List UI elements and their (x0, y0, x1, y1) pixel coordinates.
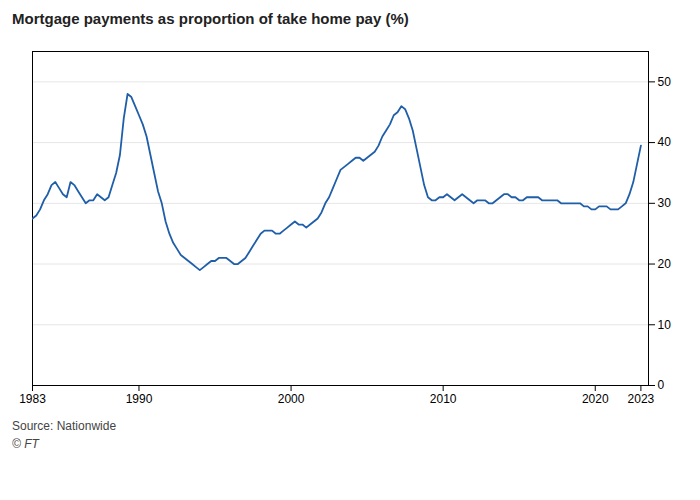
svg-text:2020: 2020 (582, 392, 609, 406)
svg-text:30: 30 (658, 196, 672, 210)
svg-text:20: 20 (658, 257, 672, 271)
svg-text:2000: 2000 (278, 392, 305, 406)
svg-text:40: 40 (658, 135, 672, 149)
html-text:© FT: © FT (12, 437, 39, 451)
svg-text:1983: 1983 (19, 392, 46, 406)
svg-text:2010: 2010 (430, 392, 457, 406)
html-text:Mortgage payments as proportio: Mortgage payments as proportion of take … (12, 10, 409, 27)
svg-text:50: 50 (658, 75, 672, 89)
svg-text:1990: 1990 (126, 392, 153, 406)
svg-text:2023: 2023 (628, 392, 655, 406)
html-text:Source: Nationwide: Source: Nationwide (12, 419, 117, 433)
svg-text:0: 0 (658, 378, 665, 392)
svg-text:10: 10 (658, 318, 672, 332)
